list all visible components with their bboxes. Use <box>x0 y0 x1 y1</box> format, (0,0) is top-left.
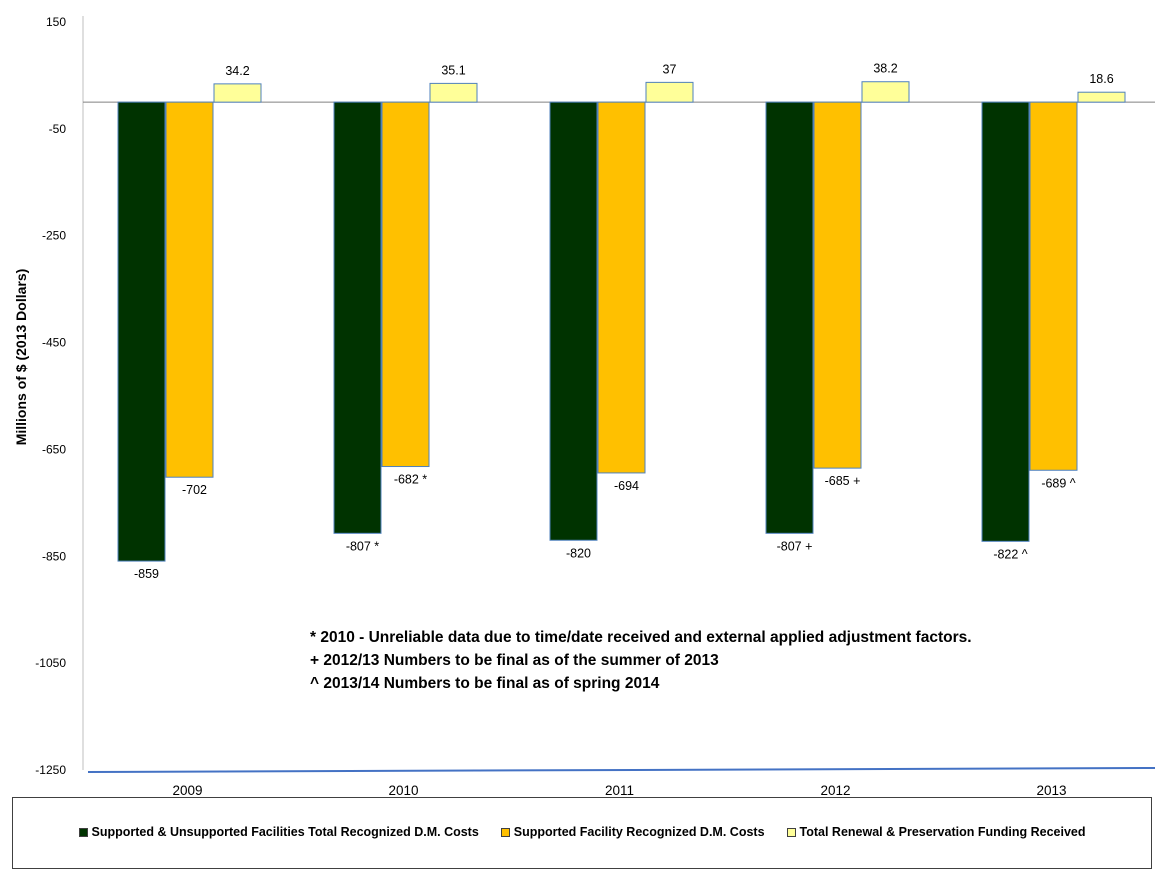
bar-2011-series-0 <box>549 101 598 541</box>
data-label-2011-series-1: -694 <box>614 479 639 493</box>
bar-2013-series-0 <box>981 101 1030 542</box>
data-label-2012-series-2: 38.2 <box>873 62 897 76</box>
legend-swatch-supported-dm <box>500 827 510 837</box>
bars <box>117 81 1126 562</box>
legend-item-supported-dm: Supported Facility Recognized D.M. Costs <box>500 825 765 839</box>
data-label-2009-series-1: -702 <box>182 483 207 497</box>
data-label-2010-series-2: 35.1 <box>441 63 465 77</box>
y-tick-label: -50 <box>49 122 67 136</box>
legend-label-supported-dm: Supported Facility Recognized D.M. Costs <box>513 825 765 839</box>
bar-2011-series-2 <box>645 81 694 103</box>
y-tick-label: -850 <box>42 549 66 563</box>
x-tick-label: 2013 <box>1036 783 1066 798</box>
data-label-2010-series-1: -682 * <box>394 473 427 487</box>
bar-2013-series-1 <box>1029 101 1078 471</box>
note-2012: + 2012/13 Numbers to be final as of the … <box>310 652 719 669</box>
bar-2012-series-0 <box>765 101 814 534</box>
data-label-2011-series-2: 37 <box>663 62 677 76</box>
bar-2011-series-1 <box>597 101 646 474</box>
bar-2013-series-2 <box>1077 91 1126 103</box>
x-axis: 2009 2010 2011 2012 2013 <box>87 767 1155 798</box>
bar-2010-series-0 <box>333 101 382 534</box>
y-tick-label: 150 <box>46 15 66 29</box>
data-label-2013-series-2: 18.6 <box>1089 72 1113 86</box>
data-label-2012-series-0: -807 + <box>777 539 813 553</box>
y-tick-label: -650 <box>42 442 66 456</box>
y-tick-label: -1250 <box>35 763 66 777</box>
bar-2010-series-1 <box>381 101 430 468</box>
x-axis-line <box>87 767 1155 773</box>
legend-swatch-total-dm <box>78 827 88 837</box>
y-tick-label: -1050 <box>35 656 66 670</box>
note-2013: ^ 2013/14 Numbers to be final as of spri… <box>310 675 660 692</box>
legend-label-total-dm: Supported & Unsupported Facilities Total… <box>91 825 479 839</box>
data-label-2013-series-0: -822 ^ <box>993 547 1027 561</box>
legend-items: Supported & Unsupported Facilities Total… <box>13 825 1151 839</box>
note-2010: * 2010 - Unreliable data due to time/dat… <box>310 629 972 646</box>
bar-2009-series-2 <box>213 83 262 103</box>
data-label-2013-series-1: -689 ^ <box>1041 476 1075 490</box>
bar-2012-series-1 <box>813 101 862 469</box>
y-tick-label: -250 <box>42 229 66 243</box>
legend-swatch-funding <box>786 827 796 837</box>
legend-item-funding: Total Renewal & Preservation Funding Rec… <box>786 825 1086 839</box>
x-tick-label: 2010 <box>388 783 418 798</box>
x-tick-label: 2011 <box>605 783 634 798</box>
x-tick-label: 2009 <box>172 783 202 798</box>
legend-label-funding: Total Renewal & Preservation Funding Rec… <box>799 825 1086 839</box>
data-label-2012-series-1: -685 + <box>825 474 861 488</box>
y-tick-label: -450 <box>42 336 66 350</box>
bar-2009-series-1 <box>165 101 214 478</box>
legend-item-total-dm: Supported & Unsupported Facilities Total… <box>78 825 479 839</box>
bar-2010-series-2 <box>429 82 478 103</box>
data-label-2009-series-0: -859 <box>134 567 159 581</box>
data-labels: -859 -702 34.2 -807 * -682 * 35.1 -820 -694 37 -8… <box>134 62 1114 581</box>
legend: Supported & Unsupported Facilities Total… <box>12 797 1152 869</box>
chart-notes: * 2010 - Unreliable data due to time/dat… <box>310 626 972 695</box>
bar-2009-series-0 <box>117 101 166 562</box>
data-label-2010-series-0: -807 * <box>346 539 379 553</box>
y-axis-title: Millions of $ (2013 Dollars) <box>13 268 29 446</box>
data-label-2011-series-0: -820 <box>566 546 591 560</box>
data-label-2009-series-2: 34.2 <box>225 64 249 78</box>
bar-2012-series-2 <box>861 81 910 103</box>
x-tick-label: 2012 <box>820 783 850 798</box>
